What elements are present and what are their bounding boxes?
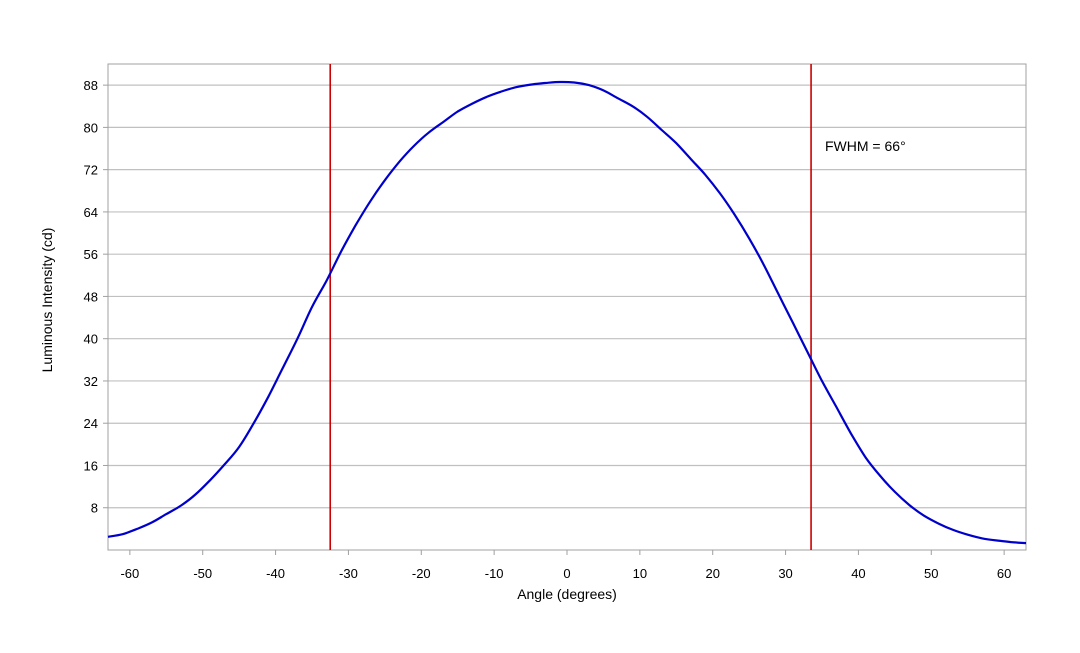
x-tick-label: -50 xyxy=(193,566,212,581)
y-tick-label: 56 xyxy=(84,247,98,262)
y-tick-label: 48 xyxy=(84,289,98,304)
y-tick-label: 40 xyxy=(84,332,98,347)
y-tick-layer: 8 16 24 32 40 48 56 64 72 80 88 xyxy=(84,78,108,516)
grid-layer xyxy=(108,84,1026,509)
x-tick-label: 60 xyxy=(997,566,1011,581)
x-axis-label: Angle (degrees) xyxy=(517,586,617,602)
plot-frame xyxy=(107,63,1027,551)
x-tick-label: 40 xyxy=(851,566,865,581)
x-tick-label: 50 xyxy=(924,566,938,581)
series-layer xyxy=(107,80,1027,545)
y-tick-label: 32 xyxy=(84,374,98,389)
x-tick-label: -40 xyxy=(266,566,285,581)
y-tick-label: 80 xyxy=(84,120,98,135)
intensity-series-line xyxy=(107,80,1027,545)
y-tick-label: 64 xyxy=(84,205,98,220)
y-tick-label: 88 xyxy=(84,78,98,93)
x-tick-label: 20 xyxy=(705,566,719,581)
x-tick-label: -20 xyxy=(412,566,431,581)
y-axis-label: Luminous Intensity (cd) xyxy=(39,228,55,373)
y-tick-label: 8 xyxy=(91,501,98,516)
x-tick-label: 30 xyxy=(778,566,792,581)
x-tick-label: -10 xyxy=(485,566,504,581)
x-tick-label: 10 xyxy=(633,566,647,581)
vertical-lines-layer xyxy=(329,64,812,550)
y-tick-label: 24 xyxy=(84,416,98,431)
x-tick-label: -30 xyxy=(339,566,358,581)
y-tick-label: 72 xyxy=(84,163,98,178)
x-tick-label: -60 xyxy=(120,566,139,581)
x-tick-label: 0 xyxy=(563,566,570,581)
x-tick-layer: -60 -50 -40 -30 -20 -10 0 10 20 30 40 50 60 xyxy=(120,550,1011,581)
y-tick-label: 16 xyxy=(84,458,98,473)
fwhm-annotation: FWHM = 66° xyxy=(825,138,906,154)
